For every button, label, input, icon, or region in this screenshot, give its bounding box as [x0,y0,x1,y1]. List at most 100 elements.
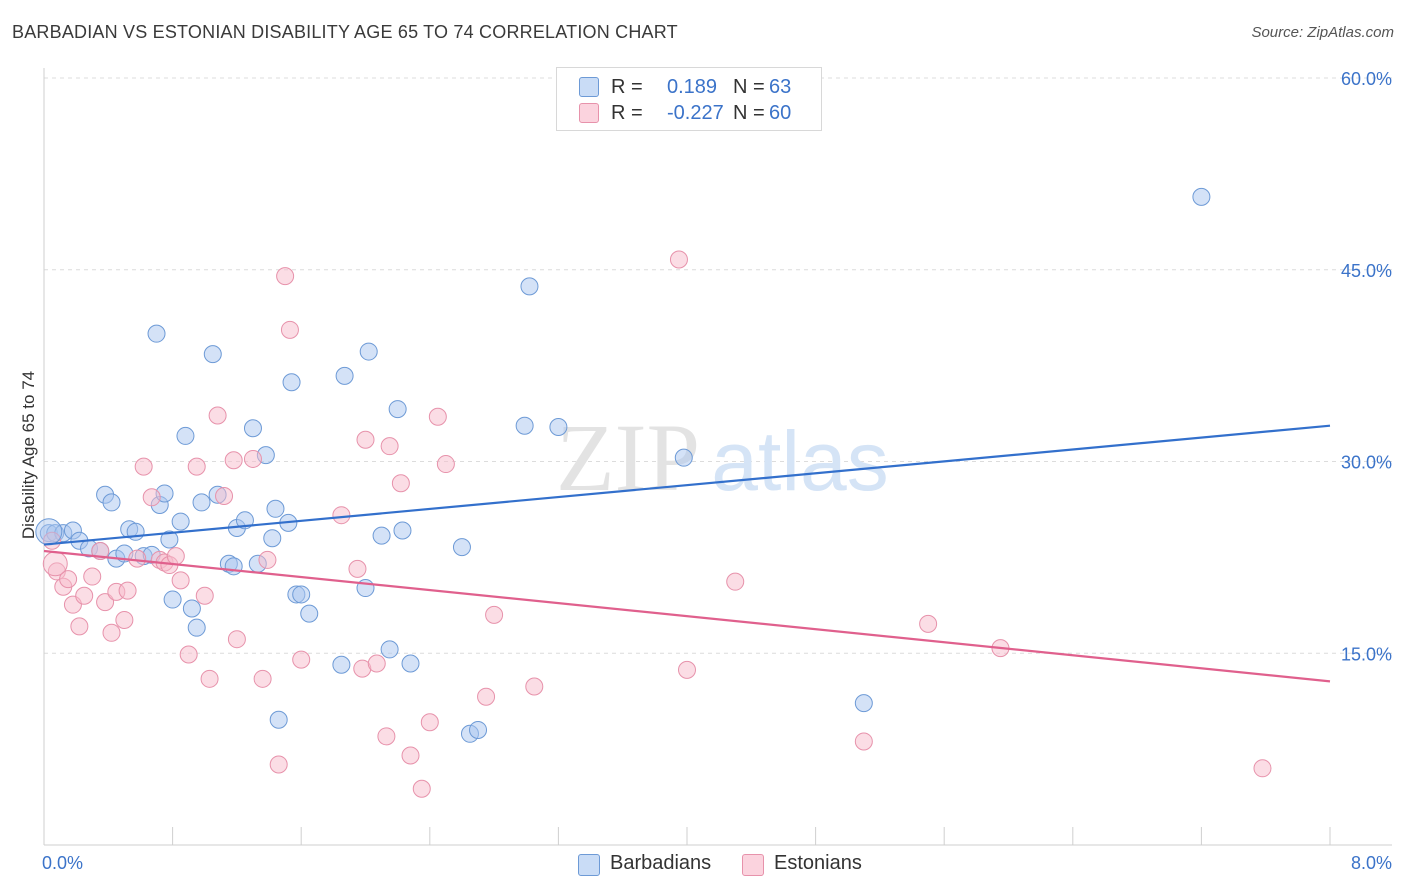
point-estonians [669,250,688,269]
source-label: Source: ZipAtlas.com [1251,24,1394,41]
point-estonians [348,559,367,578]
trend-line-barbadians [43,424,1331,546]
point-estonians [171,571,190,590]
legend-n-value: 60 [769,102,792,124]
point-estonians [367,654,386,673]
point-estonians [166,547,185,566]
chart-title: BARBADIAN VS ESTONIAN DISABILITY AGE 65 … [12,22,678,42]
x-tick-label-right: 8.0% [1351,853,1392,873]
point-estonians [115,611,134,630]
point-estonians [70,617,89,636]
x-tick-label-left: 0.0% [42,853,83,873]
point-barbadians [203,345,222,364]
point-estonians [200,669,219,688]
point-barbadians [452,538,471,557]
legend-n-label: N = [733,76,765,98]
y-axis-label: Disability Age 65 to 74 [19,371,38,539]
point-estonians [1253,759,1272,778]
point-estonians [428,407,447,426]
point-estonians [280,320,299,339]
point-barbadians [469,720,488,739]
point-estonians [83,567,102,586]
point-barbadians [1192,187,1211,206]
y-tick-label: 15.0% [1341,644,1392,664]
point-barbadians [263,529,282,548]
point-barbadians [192,493,211,512]
point-estonians [227,630,246,649]
point-barbadians [388,400,407,419]
point-estonians [118,581,137,600]
point-barbadians [515,416,534,435]
point-estonians [243,449,262,468]
point-barbadians [854,694,873,713]
point-estonians [215,487,234,506]
trend-line-estonians [43,549,1331,683]
series-legend: Barbadians Estonians [0,852,1406,878]
point-barbadians [335,366,354,385]
point-barbadians [332,655,351,674]
point-estonians [276,267,295,286]
point-estonians [391,474,410,493]
point-barbadians [380,640,399,659]
point-estonians [525,677,544,696]
point-estonians [377,727,396,746]
legend-swatch-estonians [579,103,599,123]
point-estonians [269,755,288,774]
point-estonians [420,713,439,732]
legend-r-value: -0.227 [667,102,724,124]
point-estonians [726,572,745,591]
legend-label-estonians: Estonians [774,852,862,874]
point-estonians [224,451,243,470]
point-barbadians [171,512,190,531]
watermark: ZIP atlas [556,404,889,511]
point-cluster-barbadians [35,518,63,546]
legend-r-label: R = [611,102,643,124]
point-estonians [59,570,78,589]
point-cluster-estonians [42,551,68,577]
trend-lines [43,424,1331,683]
point-estonians [332,506,351,525]
y-tick-label: 45.0% [1341,261,1392,281]
tick-labels: 15.0% 30.0% 45.0% 60.0% 0.0% 8.0% [42,69,1392,873]
legend-swatch-estonians [742,854,764,876]
point-estonians [96,593,115,612]
point-estonians [380,437,399,456]
point-barbadians [401,654,420,673]
point-estonians [253,669,272,688]
watermark-atlas: atlas [711,414,888,508]
point-estonians [142,488,161,507]
point-estonians [258,550,277,569]
point-estonians [919,614,938,633]
gridlines [44,77,1392,654]
legend-swatch-barbadians [579,77,599,97]
axes [43,68,1392,846]
legend-r-label: R = [611,76,643,98]
point-estonians [678,660,696,679]
point-estonians [854,732,873,751]
point-barbadians [187,618,206,637]
legend-r-value: 0.189 [667,76,718,98]
stats-legend: R = 0.189 N = 63 R = -0.227 N = 60 [556,67,822,131]
legend-n-value: 63 [769,76,792,98]
point-estonians [485,605,504,624]
point-estonians [208,406,227,425]
legend-n-label: N = [733,102,765,124]
point-barbadians [269,710,288,729]
point-barbadians [160,530,179,549]
point-estonians [134,457,153,476]
point-estonians [187,457,206,476]
point-barbadians [102,493,121,512]
point-estonians [179,645,198,664]
point-barbadians [266,499,285,518]
data-points [35,187,1272,798]
point-barbadians [372,526,391,545]
point-estonians [412,779,431,798]
y-tick-label: 30.0% [1341,453,1392,473]
point-estonians [401,746,420,765]
point-barbadians [282,373,301,392]
point-estonians [436,455,455,474]
point-barbadians [163,590,182,609]
point-barbadians [520,277,539,296]
point-estonians [128,549,147,568]
